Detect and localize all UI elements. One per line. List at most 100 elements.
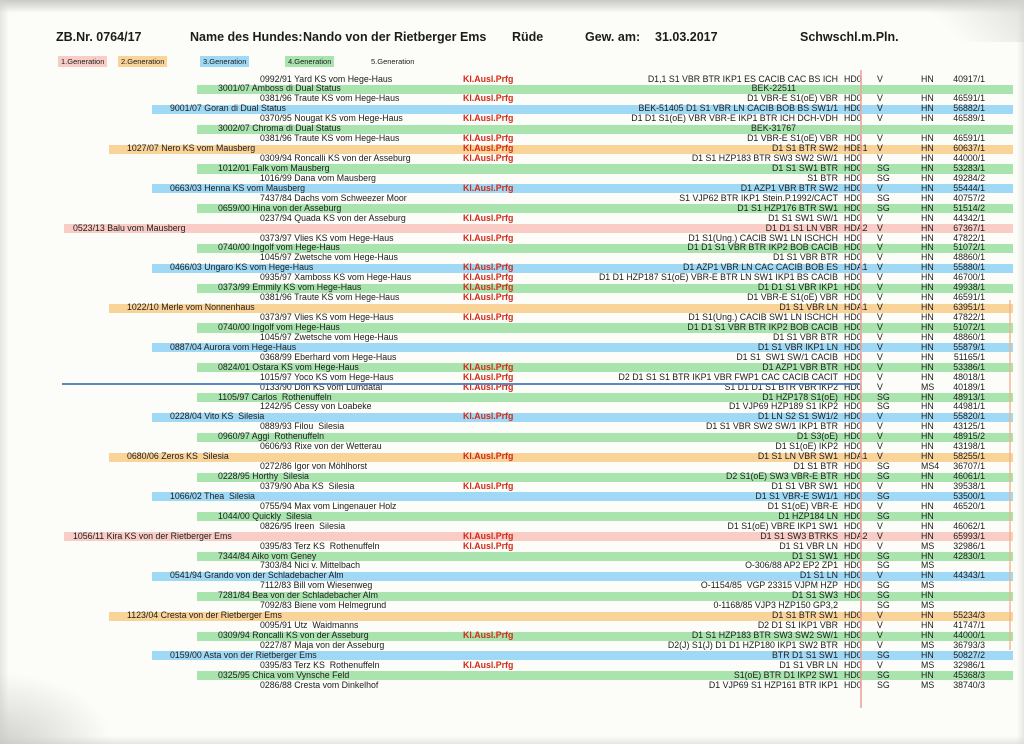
- pedigree-row: 0606/93 Rixe von der Wetterau D1 S1(oE) I…: [0, 441, 1024, 452]
- registry-number: 49938/1: [953, 282, 985, 293]
- ancestor-name: 0680/06 Zeros KS Silesia: [127, 451, 229, 462]
- registry-number: 48018/1: [953, 371, 985, 382]
- form-grade: V: [877, 540, 883, 551]
- form-grade: V: [877, 103, 883, 114]
- hd-value: HD0: [844, 312, 862, 322]
- coat-color-label: Schwschl.m.Pln.: [800, 30, 899, 44]
- ancestor-name: 7437/84 Dachs vom Schweezer Moor: [260, 192, 407, 203]
- generation-band: [197, 591, 1013, 601]
- org-code: HN: [921, 252, 934, 263]
- registry-number: 46591/1: [953, 292, 985, 303]
- titles-and-scores: D1 AZP1 VBR BTR: [762, 361, 838, 372]
- hd-value: HDA2: [844, 530, 868, 541]
- titles-and-scores: O-1154/85 VGP 23315 VJPM HZP: [700, 580, 838, 591]
- generation-band: [152, 492, 1013, 502]
- registry-number: 65993/1: [953, 530, 985, 541]
- pedigree-row: 0887/04 Aurora vom Hege-Haus D1 S1 VBR IK…: [0, 342, 1024, 353]
- titles-and-scores: S1 D1 D1 S1 BTR VBR IKP2: [724, 381, 838, 392]
- titles-and-scores: D1 VJP69 HZP189 S1 IKP2: [728, 401, 838, 412]
- pedigree-row: 0740/00 Ingolf vom Hege-Haus D1 D1 S1 VBR…: [0, 322, 1024, 333]
- ancestor-name: 0659/00 Hina von der Asseburg: [218, 202, 342, 213]
- generation-band: [197, 283, 1013, 293]
- pedigree-row: 3001/07 Amboss di Dual Status BEK-22511: [0, 83, 1024, 95]
- form-grade: V: [877, 302, 883, 313]
- org-code: HN: [921, 471, 934, 481]
- hd-value: HD0: [844, 401, 862, 412]
- hd-value: HDA1: [844, 302, 868, 313]
- ancestor-name: 1066/02 Thea Silesia: [170, 490, 255, 501]
- org-code: HN: [921, 93, 934, 104]
- pedigree-table: 0992/91 Yard KS vom Hege-Haus Kl.Ausl.Prf…: [0, 74, 1024, 691]
- titles-and-scores: D2(J) S1(J) D1 D1 HZP180 IKP1 SW2 BTR: [667, 639, 838, 650]
- hd-value: HDA1: [844, 451, 868, 462]
- hd-value: HD0: [844, 242, 862, 253]
- registry-number: 58255/1: [953, 451, 985, 462]
- ausland-pruefung-label: Kl.Ausl.Prfg: [463, 282, 514, 293]
- titles-and-scores: S1 BTR: [807, 172, 838, 183]
- ausland-pruefung-label: Kl.Ausl.Prfg: [463, 272, 514, 283]
- org-code: HN: [921, 550, 934, 561]
- hd-value: HD0: [844, 172, 862, 183]
- org-code: HN: [921, 480, 934, 491]
- org-code: MS: [921, 639, 935, 650]
- org-code: HN: [921, 401, 934, 412]
- ancestor-name: 0228/04 Vito KS Silesia: [170, 411, 265, 422]
- registry-number: 47822/1: [953, 232, 985, 243]
- titles-and-scores: D1 S1 VBR LN: [779, 540, 838, 551]
- form-grade: V: [877, 272, 883, 283]
- generation-band: [152, 184, 1013, 194]
- ancestor-name: 0370/95 Nougat KS vom Hege-Haus: [260, 113, 403, 124]
- org-code: HN: [921, 510, 934, 521]
- pedigree-row: 0370/95 Nougat KS vom Hege-Haus Kl.Ausl.P…: [0, 113, 1024, 124]
- registry-number: 42830/1: [953, 550, 985, 561]
- generation-band: [197, 84, 1013, 95]
- hd-value: HD0: [844, 441, 862, 452]
- registry-number: 44000/1: [953, 630, 985, 640]
- birthdate-label: Gew. am:: [585, 30, 641, 44]
- titles-and-scores: D1 HZP184 LN: [778, 510, 838, 521]
- fold-line-artifact: [860, 70, 862, 708]
- form-grade: SG: [877, 401, 890, 412]
- generation-band: [152, 343, 1013, 353]
- pedigree-row: 1066/02 Thea Silesia D1 S1 VBR-E SW1/1 HD0…: [0, 490, 1024, 502]
- titles-and-scores: D1 S1 HZP176 BTR SW1: [737, 202, 838, 213]
- hd-value: HD0: [844, 590, 862, 601]
- titles-and-scores: D1 S1 HZP183 BTR SW3 SW2 SW/1: [691, 630, 838, 640]
- form-grade: SG: [877, 560, 890, 571]
- registry-number: 53283/1: [953, 162, 985, 173]
- titles-and-scores: D1 S1 LN: [799, 570, 838, 581]
- registry-number: 46520/1: [953, 500, 985, 511]
- scan-artifact-right: [1017, 0, 1024, 744]
- hd-value: HD0: [844, 630, 862, 640]
- titles-and-scores: D1 VJP69 S1 HZP161 BTR IKP1: [708, 679, 838, 690]
- form-grade: V: [877, 282, 883, 293]
- registry-number: 44981/1: [953, 401, 985, 412]
- org-code: HN: [921, 411, 934, 422]
- org-code: HN: [921, 292, 934, 303]
- pedigree-row: 0228/95 Horthy Silesia D2 S1(oE) SW3 VBR-…: [0, 471, 1024, 482]
- titles-and-scores: D1 S1 VBR BTR: [772, 331, 838, 342]
- pedigree-row: 1123/04 Cresta von der Rietberger Ems D1 …: [0, 610, 1024, 621]
- ausland-pruefung-label: Kl.Ausl.Prfg: [463, 411, 514, 422]
- registry-number: 41747/1: [953, 620, 985, 631]
- scan-artifact-corner: [874, 0, 1024, 42]
- registry-number: 36793/3: [953, 639, 985, 650]
- org-code: HN: [921, 610, 934, 621]
- ancestor-name: 0227/87 Maja von der Asseburg: [260, 639, 385, 650]
- titles-and-scores: D1 S1(oE) VBR-E: [767, 500, 838, 511]
- registry-number: 55820/1: [953, 411, 985, 422]
- registry-number: 48913/1: [953, 391, 985, 402]
- hd-value: HD0: [844, 252, 862, 263]
- ancestor-name: 0381/96 Traute KS vom Hege-Haus: [260, 292, 400, 303]
- org-code: HN: [921, 232, 934, 243]
- org-code: HN: [921, 202, 934, 213]
- pedigree-row: 0395/83 Terz KS Rothenuffeln Kl.Ausl.Prfg…: [0, 659, 1024, 671]
- generation-band: [197, 432, 1013, 442]
- hd-value: HD0: [844, 659, 862, 670]
- pedigree-row: 7112/83 Bill vom Wiesenweg O-1154/85 VGP …: [0, 580, 1024, 591]
- hd-value: HDA2: [844, 222, 868, 233]
- titles-and-scores: D1 S1 SW1 SW/1: [768, 212, 838, 223]
- hd-value: HD0: [844, 371, 862, 382]
- ausland-pruefung-label: Kl.Ausl.Prfg: [463, 530, 514, 541]
- titles-and-scores: D1 VBR-E S1(oE) VBR: [747, 133, 838, 144]
